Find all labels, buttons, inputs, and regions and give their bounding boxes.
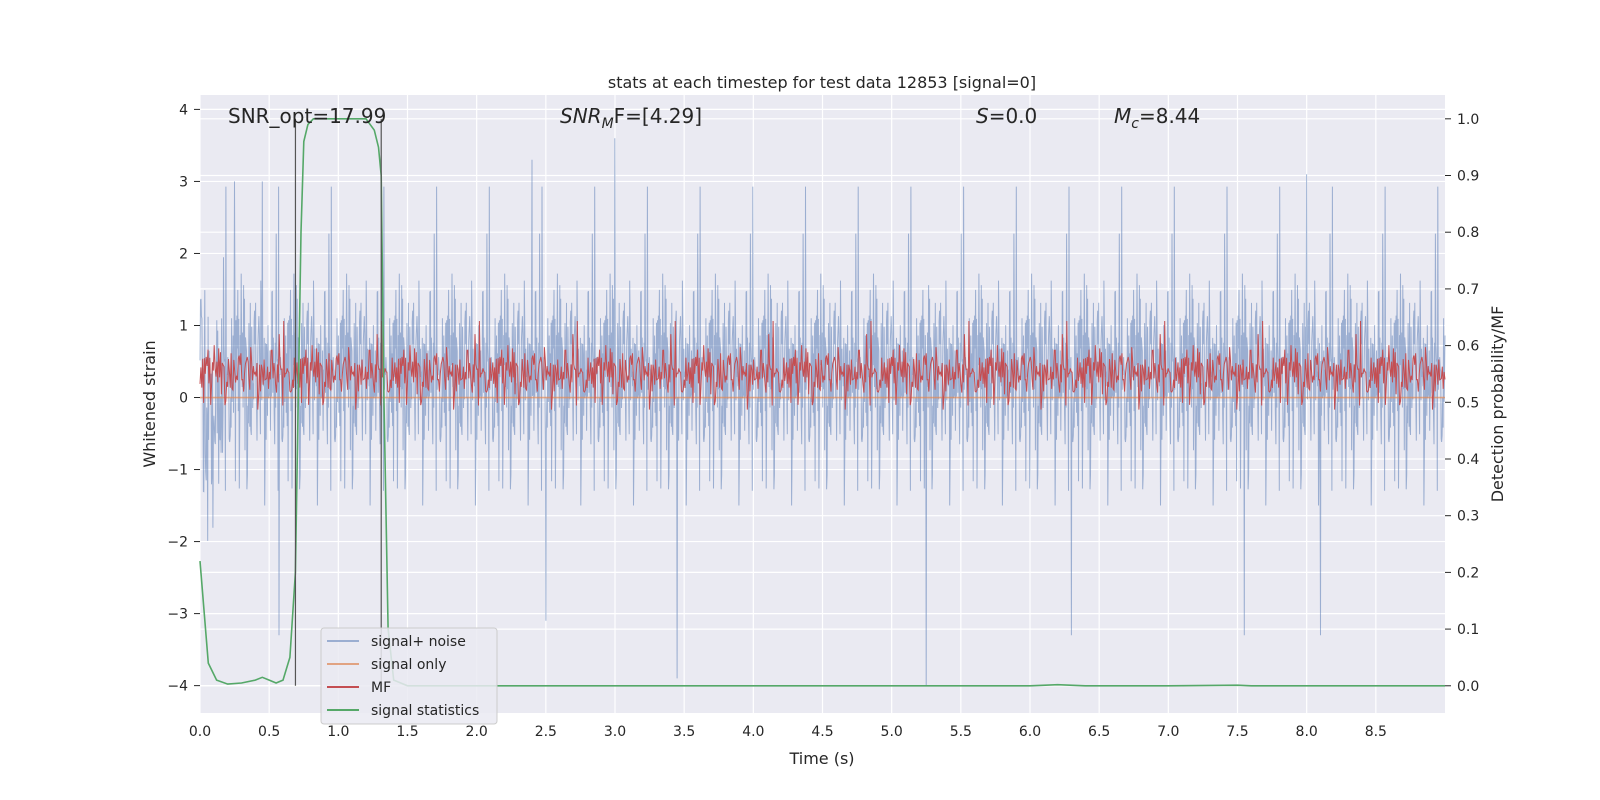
y-tick-label-right: 0.1 <box>1457 622 1479 638</box>
y-tick-label-left: −1 <box>167 463 188 479</box>
x-tick-label: 5.0 <box>881 724 903 740</box>
x-tick-label: 7.5 <box>1226 724 1248 740</box>
x-tick-label: 1.5 <box>396 724 418 740</box>
legend-label-signal-noise: signal+ noise <box>371 634 466 650</box>
series-mf <box>199 320 1446 410</box>
x-tick-label: 4.5 <box>811 724 833 740</box>
x-tick-label: 6.0 <box>1019 724 1041 740</box>
y-tick-label-right: 0.3 <box>1457 509 1479 525</box>
y-tick-label-right: 0.4 <box>1457 452 1479 468</box>
y-axis-label-right: Detection probability/MF <box>1488 306 1507 503</box>
y-tick-label-left: −3 <box>167 607 188 623</box>
ticks: 0.0 0.5 1.0 1.5 2.0 2.5 3.0 3.5 4.0 4.5 5.0 5.5 6.0 6… <box>167 102 1479 740</box>
x-tick-label: 0.5 <box>258 724 280 740</box>
y-tick-label-left: −4 <box>167 679 188 695</box>
y-tick-label-right: 0.7 <box>1457 282 1479 298</box>
y-tick-label-left: 3 <box>179 174 188 190</box>
x-tick-label: 7.0 <box>1157 724 1179 740</box>
x-tick-label: 3.0 <box>604 724 626 740</box>
y-axis-label-left: Whitened strain <box>140 340 159 467</box>
legend-label-mf: MF <box>371 680 391 696</box>
x-tick-label: 1.0 <box>327 724 349 740</box>
x-tick-label: 2.0 <box>466 724 488 740</box>
annotations: SNR_opt=17.99 SNRMF=[4.29] S=0.0 Mc=8.44 <box>228 104 1200 132</box>
x-tick-label: 4.0 <box>742 724 764 740</box>
legend-label-signal-only: signal only <box>371 657 446 673</box>
x-tick-label: 5.5 <box>950 724 972 740</box>
y-tick-label-right: 0.9 <box>1457 169 1479 185</box>
y-tick-label-left: 2 <box>179 246 188 262</box>
annotation-snr-opt: SNR_opt=17.99 <box>228 104 386 128</box>
y-tick-label-right: 0.8 <box>1457 225 1479 241</box>
annotation-mc: Mc=8.44 <box>1114 104 1200 132</box>
y-tick-label-left: 0 <box>179 391 188 407</box>
legend: signal+ noise signal only MF signal stat… <box>320 627 498 725</box>
legend-box <box>320 627 498 725</box>
y-tick-label-right: 0.6 <box>1457 339 1479 355</box>
chart-title: stats at each timestep for test data 128… <box>608 73 1036 92</box>
legend-label-signal-statistics: signal statistics <box>371 703 479 719</box>
series-layer <box>199 118 1446 687</box>
x-tick-label: 6.5 <box>1088 724 1110 740</box>
x-axis-label: Time (s) <box>788 749 854 768</box>
x-tick-label: 0.0 <box>189 724 211 740</box>
series-signal-statistics <box>199 118 1445 687</box>
x-tick-label: 3.5 <box>673 724 695 740</box>
x-tick-label: 2.5 <box>535 724 557 740</box>
x-tick-label: 8.5 <box>1365 724 1387 740</box>
y-tick-label-left: −2 <box>167 535 188 551</box>
y-tick-label-right: 0.5 <box>1457 395 1479 411</box>
y-tick-label-left: 4 <box>179 102 188 118</box>
y-tick-label-right: 1.0 <box>1457 112 1479 128</box>
annotation-s: S=0.0 <box>976 104 1037 128</box>
y-tick-label-left: 1 <box>179 318 188 334</box>
annotation-snr-mf: SNRMF=[4.29] <box>560 104 702 132</box>
x-tick-label: 8.0 <box>1296 724 1318 740</box>
y-tick-label-right: 0.2 <box>1457 565 1479 581</box>
y-tick-label-right: 0.0 <box>1457 679 1479 695</box>
